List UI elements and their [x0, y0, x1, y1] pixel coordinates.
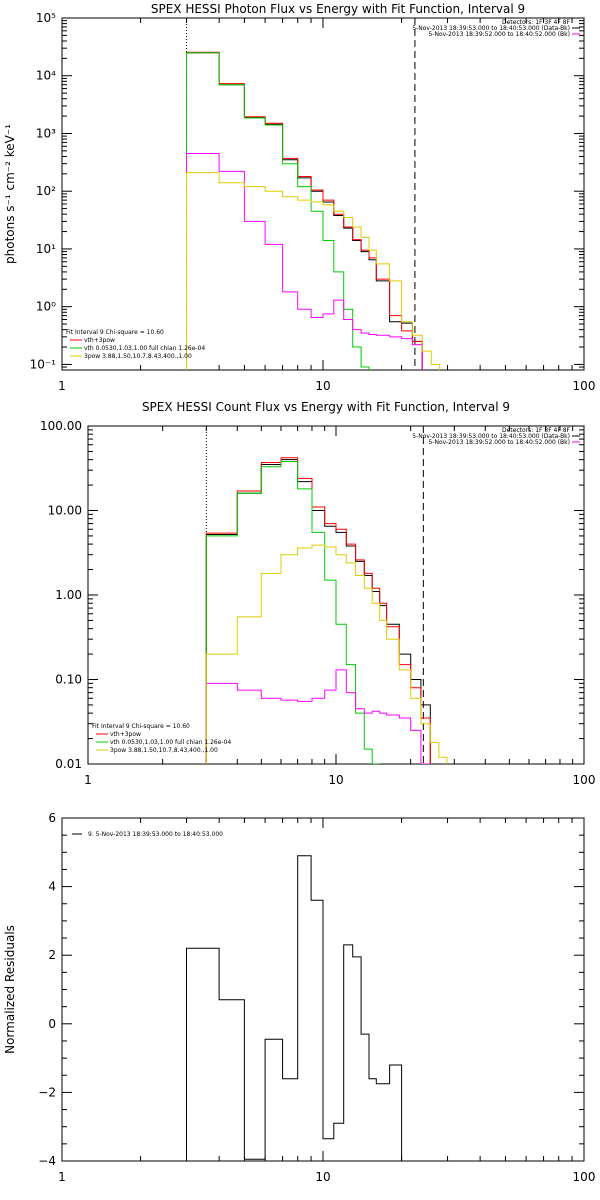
- y-tick-label: 0.01: [55, 757, 82, 771]
- y-tick-label: 10³: [36, 126, 56, 140]
- y-axis: 10⁻¹ 10⁰ 10¹ 10² 10³ 10⁴ 10⁵: [30, 11, 584, 371]
- series-group: [186, 855, 403, 1161]
- series-line-5: [186, 172, 441, 370]
- x-tick-label: 10: [315, 379, 330, 393]
- y-axis-label: Normalized Residuals: [3, 925, 17, 1054]
- y-axis: 0.01 0.10 1.00 10.00 100.00: [40, 419, 584, 771]
- y-tick-label: −2: [38, 1085, 56, 1099]
- y-tick-label: 10.00: [48, 504, 82, 518]
- x-axis: 1 10 100: [58, 18, 595, 393]
- x-tick-label: 10: [328, 773, 343, 787]
- fit-line: vth 0.0530,1.03,1.00 full chian 1.26e-04: [110, 739, 231, 746]
- fit-line: 3pow 3.88,1.50,10.7,8.43,400.,1.00: [84, 353, 192, 360]
- series-line-2: [205, 457, 431, 764]
- y-tick-label: 100.00: [40, 419, 82, 433]
- series-line-1: [186, 855, 403, 1161]
- y-tick-label: 0.10: [55, 673, 82, 687]
- fit-line: vth 0.0530,1.03,1.00 full chian 1.26e-04: [84, 345, 205, 352]
- series-line-3: [205, 461, 380, 764]
- y-tick-label: −4: [38, 1154, 56, 1168]
- fit-line: 3pow 3.88,1.50,10.7,8.43,400.,1.00: [110, 747, 218, 754]
- fit-info: Fit Interval 9 Chi-square = 10.60vth+3po…: [66, 329, 205, 360]
- detector-header: Detectors: 1F 3F 4F 8F5-Nov-2013 18:39:5…: [412, 427, 580, 446]
- series-line-1: [205, 459, 431, 764]
- header-line: Detectors: 1F 3F 4F 8F: [502, 427, 571, 434]
- y-axis-label: photons s⁻¹ cm⁻² keV⁻¹: [3, 124, 17, 264]
- series-line-3: [186, 52, 370, 370]
- fit-line: Fit Interval 9 Chi-square = 10.60: [92, 723, 190, 730]
- y-tick-label: 10²: [36, 184, 56, 198]
- x-tick-label: 10: [315, 1170, 330, 1184]
- y-axis: −4 −2 0 2 4 6: [38, 811, 584, 1168]
- series-line-5: [205, 544, 448, 764]
- x-tick-label: 1: [58, 379, 66, 393]
- y-tick-label: 6: [48, 811, 56, 825]
- fit-line: vth+3pow: [84, 337, 115, 344]
- series-line-2: [186, 51, 423, 370]
- header-line: 5-Nov-2013 18:39:52.000 to 18:40:52.000 …: [428, 439, 570, 446]
- x-tick-label: 100: [573, 1170, 596, 1184]
- y-tick-label: 1.00: [55, 588, 82, 602]
- chart-title: SPEX HESSI Photon Flux vs Energy with Fi…: [151, 2, 525, 16]
- header-line: 5-Nov-2013 18:39:53.000 to 18:40:53.000 …: [412, 25, 570, 32]
- x-tick-label: 1: [58, 1170, 66, 1184]
- x-axis: 1 10 100: [58, 818, 595, 1184]
- header-line: Detectors: 1F 3F 4F 8F: [502, 19, 571, 26]
- x-tick-label: 100: [573, 379, 596, 393]
- chart-panel-1: SPEX HESSI Photon Flux vs Energy with Fi…: [3, 2, 595, 393]
- legend-label: 9. 5-Nov-2013 18:39:53.000 to 18:40:53.0…: [88, 831, 223, 838]
- series-line-4: [186, 153, 423, 370]
- x-tick-label: 100: [573, 773, 596, 787]
- x-axis: 1 10 100: [84, 426, 595, 787]
- series-group: [205, 457, 448, 764]
- y-tick-label: 0: [48, 1017, 56, 1031]
- y-tick-label: 10¹: [36, 242, 56, 256]
- series-line-4: [205, 669, 431, 764]
- header-line: 5-Nov-2013 18:39:53.000 to 18:40:53.000 …: [412, 433, 570, 440]
- x-tick-label: 1: [84, 773, 92, 787]
- header-line: 5-Nov-2013 18:39:52.000 to 18:40:52.000 …: [428, 31, 570, 38]
- y-tick-label: 10⁰: [36, 300, 56, 314]
- fit-line: Fit Interval 9 Chi-square = 10.60: [66, 329, 164, 336]
- legend: 9. 5-Nov-2013 18:39:53.000 to 18:40:53.0…: [72, 831, 223, 838]
- fit-info: Fit Interval 9 Chi-square = 10.60vth+3po…: [92, 723, 231, 754]
- detector-header: Detectors: 1F 3F 4F 8F5-Nov-2013 18:39:5…: [412, 19, 580, 38]
- series-line-1: [186, 52, 423, 370]
- series-group: [186, 51, 441, 370]
- chart-title: SPEX HESSI Count Flux vs Energy with Fit…: [142, 400, 510, 414]
- y-tick-label: 4: [48, 880, 56, 894]
- y-tick-label: 2: [48, 948, 56, 962]
- fit-line: vth+3pow: [110, 731, 141, 738]
- chart-panel-3: 1 10 100 −4 −2 0 2 4 6 Normalized Residuals 9. 5-N…: [3, 811, 595, 1184]
- chart-panel-2: SPEX HESSI Count Flux vs Energy with Fit…: [40, 400, 595, 787]
- y-tick-label: 10⁴: [36, 69, 56, 83]
- y-tick-label: 10⁻¹: [30, 357, 57, 371]
- y-tick-label: 10⁵: [36, 11, 56, 25]
